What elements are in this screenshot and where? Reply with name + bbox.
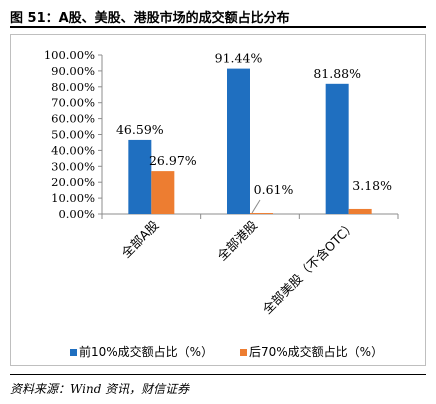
x-category-label: 全部港股 <box>214 217 260 263</box>
x-category-label: 全部A股 <box>118 217 162 261</box>
chart-frame <box>10 34 426 366</box>
source-rule <box>10 374 426 375</box>
bar-top10 <box>128 139 152 214</box>
y-tick-label: 20.00% <box>51 175 95 189</box>
y-tick-label: 90.00% <box>51 64 95 78</box>
source-note: 资料来源：Wind 资讯，财信证券 <box>10 382 190 396</box>
data-label: 26.97% <box>149 153 197 168</box>
bar-top10 <box>325 83 349 215</box>
x-category-label: 全部美股（不含OTC） <box>259 218 358 317</box>
bar-bottom70 <box>348 208 372 214</box>
y-tick-label: 60.00% <box>51 112 95 126</box>
title-rule <box>10 26 426 28</box>
y-tick-label: 50.00% <box>51 128 95 142</box>
data-label: 3.18% <box>352 178 392 193</box>
y-tick-label: 100.00% <box>44 48 95 62</box>
y-tick-label: 40.00% <box>51 143 95 157</box>
data-label-leader <box>251 199 261 214</box>
bar-top10 <box>227 68 250 214</box>
y-tick-label: 80.00% <box>51 80 95 94</box>
figure-title-bar: 图 51：A股、美股、港股市场的成交额占比分布 <box>10 4 426 28</box>
figure-title: 图 51：A股、美股、港股市场的成交额占比分布 <box>10 11 290 26</box>
data-label: 0.61% <box>254 182 294 197</box>
y-tick-label: 30.00% <box>51 159 95 173</box>
bar-bottom70 <box>250 213 273 214</box>
legend-label: 后70%成交额占比（%） <box>249 344 383 359</box>
bar-bottom70 <box>151 171 175 214</box>
y-tick-label: 0.00% <box>58 207 95 221</box>
data-label: 46.59% <box>116 122 164 137</box>
data-label: 91.44% <box>215 51 263 66</box>
legend-label: 前10%成交额占比（%） <box>79 344 213 359</box>
legend-swatch <box>240 349 247 356</box>
data-label: 81.88% <box>313 66 361 81</box>
y-tick-label: 10.00% <box>51 191 95 205</box>
legend-swatch <box>70 349 77 356</box>
y-tick-label: 70.00% <box>51 96 95 110</box>
